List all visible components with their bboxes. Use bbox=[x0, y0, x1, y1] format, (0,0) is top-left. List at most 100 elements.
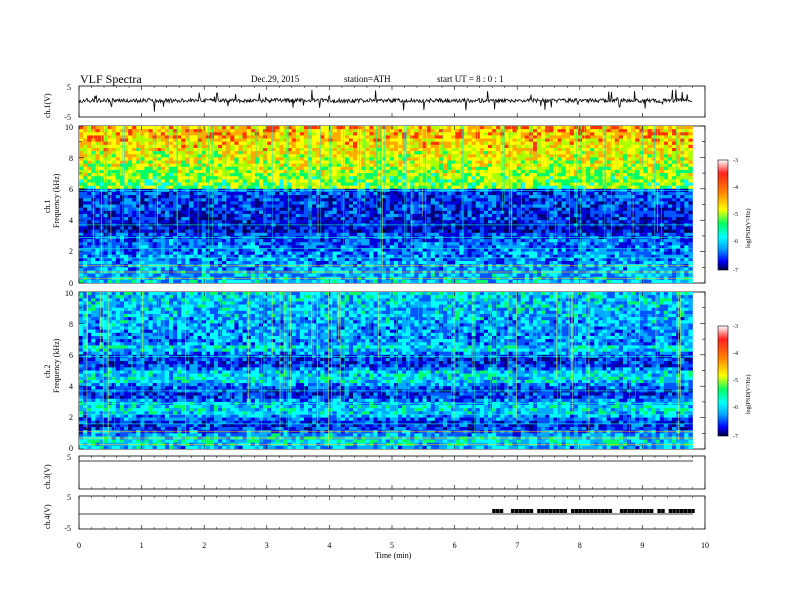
spectrogram-cell bbox=[504, 220, 509, 224]
spectrogram-cell bbox=[426, 179, 432, 183]
spectrogram-cell bbox=[549, 163, 554, 168]
spectrogram-cell bbox=[622, 138, 628, 143]
spectrogram-cell bbox=[87, 204, 92, 208]
spectrogram-cell bbox=[324, 169, 329, 174]
spectrogram-cell bbox=[614, 226, 620, 230]
spectrogram-cell bbox=[242, 141, 248, 146]
spectrogram-cell bbox=[569, 160, 575, 165]
spectrogram-cell bbox=[365, 138, 370, 143]
spectrogram-cell bbox=[422, 166, 427, 171]
spectrogram-cell bbox=[537, 198, 542, 202]
spectrogram-cell bbox=[83, 226, 88, 230]
spectrogram-cell bbox=[295, 210, 301, 215]
spectrogram-cell bbox=[267, 157, 272, 161]
spectrogram-cell bbox=[541, 144, 546, 149]
spectrogram-cell bbox=[111, 182, 117, 187]
spectrogram-cell bbox=[144, 176, 149, 180]
spectrogram-cell bbox=[132, 141, 137, 146]
spectrogram-cell bbox=[549, 144, 554, 149]
spectrogram-cell bbox=[213, 163, 219, 168]
spectrogram-cell bbox=[512, 220, 517, 224]
spectrogram-cell bbox=[144, 160, 149, 165]
spectrogram-cell bbox=[610, 151, 616, 155]
spectrogram-cell bbox=[95, 226, 100, 230]
spectrogram-cell bbox=[164, 173, 170, 177]
spectrogram-cell bbox=[275, 195, 280, 199]
spectrogram-cell bbox=[508, 157, 513, 161]
spectrogram-cell bbox=[414, 126, 419, 130]
spectrogram-cell bbox=[136, 132, 141, 136]
spectrogram-cell bbox=[271, 195, 276, 199]
spectrogram-cell bbox=[422, 195, 427, 199]
spectrogram-cell bbox=[312, 207, 317, 212]
spectrogram-cell bbox=[639, 132, 644, 136]
spectrogram-cell bbox=[316, 129, 321, 133]
spectrogram-cell bbox=[598, 126, 603, 130]
spectrogram-cell bbox=[398, 198, 403, 202]
spectrogram-cell bbox=[434, 132, 440, 136]
spectrogram-cell bbox=[250, 166, 256, 171]
spectrogram-cell bbox=[128, 141, 133, 146]
spectrogram-cell bbox=[177, 226, 182, 230]
spectrogram-cell bbox=[586, 163, 591, 168]
spectrogram-cell bbox=[545, 217, 550, 221]
spectrogram-cell bbox=[410, 126, 415, 130]
spectrogram-cell bbox=[373, 138, 378, 143]
spectrogram-cell bbox=[414, 204, 419, 208]
spectrogram-cell bbox=[140, 169, 145, 174]
spectrogram-cell bbox=[557, 220, 562, 224]
spectrogram-cell bbox=[316, 157, 321, 161]
spectrogram-cell bbox=[160, 176, 166, 180]
spectrogram-cell bbox=[447, 185, 452, 190]
spectrogram-cell bbox=[148, 129, 153, 133]
spectrogram-cell bbox=[353, 141, 358, 146]
spectrogram-cell bbox=[160, 135, 166, 139]
spectrogram-cell bbox=[594, 173, 599, 177]
spectrogram-cell bbox=[201, 173, 207, 177]
spectrogram-cell bbox=[410, 195, 415, 199]
spectrogram-cell bbox=[123, 138, 129, 143]
spectrogram-cell bbox=[496, 126, 501, 130]
spectrogram-cell bbox=[532, 179, 538, 183]
spectrogram-cell bbox=[283, 129, 288, 133]
spectrogram-cell bbox=[209, 201, 215, 205]
spectrogram-cell bbox=[406, 185, 411, 190]
spectrogram-cell bbox=[185, 157, 190, 161]
spectrogram-cell bbox=[410, 147, 415, 152]
spectrogram-cell bbox=[418, 204, 423, 208]
spectrogram-cell bbox=[610, 217, 616, 221]
spectrogram-cell bbox=[418, 179, 423, 183]
spectrogram-cell bbox=[663, 207, 669, 212]
spectrogram-cell bbox=[549, 135, 554, 139]
spectrogram-cell bbox=[336, 179, 342, 183]
spectrogram-cell bbox=[287, 207, 293, 212]
spectrogram-cell bbox=[283, 138, 288, 143]
spectrogram-cell bbox=[324, 176, 329, 180]
spectrogram-cell bbox=[512, 126, 517, 130]
spectrogram-cell bbox=[504, 182, 509, 187]
spectrogram-cell bbox=[447, 169, 452, 174]
spectrogram-cell bbox=[316, 213, 321, 218]
spectrogram-cell bbox=[520, 195, 526, 199]
spectrogram-cell bbox=[659, 179, 665, 183]
spectrogram-cell bbox=[393, 132, 399, 136]
spectrogram-cell bbox=[524, 163, 530, 168]
spectrogram-cell bbox=[353, 176, 358, 180]
spectrogram-cell bbox=[590, 147, 595, 152]
spectrogram-cell bbox=[610, 129, 616, 133]
spectrogram-cell bbox=[283, 157, 288, 161]
spectrogram-cell bbox=[303, 163, 309, 168]
spectrogram-cell bbox=[622, 147, 628, 152]
spectrogram-cell bbox=[132, 126, 137, 130]
spectrogram-cell bbox=[205, 226, 211, 230]
spectrogram-cell bbox=[557, 191, 562, 196]
spectrogram-cell bbox=[254, 173, 260, 177]
spectrogram-cell bbox=[451, 144, 456, 149]
spectrogram-cell bbox=[659, 154, 665, 158]
spectrogram-cell bbox=[205, 147, 211, 152]
spectrogram-cell bbox=[541, 154, 546, 158]
spectrogram-cell bbox=[230, 182, 235, 187]
spectrogram-cell bbox=[594, 220, 599, 224]
spectrogram-cell bbox=[336, 207, 342, 212]
spectrogram-cell bbox=[168, 151, 174, 155]
